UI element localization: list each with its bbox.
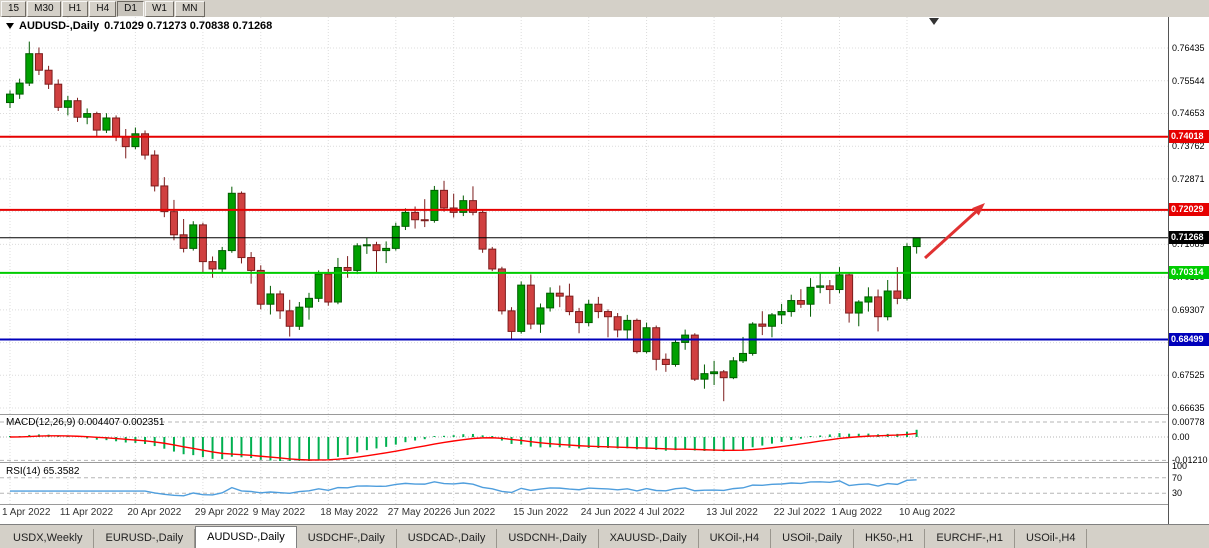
macd-pane-label: MACD(12,26,9) 0.004407 0.002351: [6, 417, 164, 428]
price-axis-label: 0.74653: [1172, 108, 1205, 119]
timeframe-button-d1[interactable]: D1: [117, 0, 144, 17]
symbol-tab-hk50-h1[interactable]: HK50-,H1: [854, 529, 926, 548]
rsi-axis-label: 100: [1172, 461, 1188, 471]
symbol-marker-icon: [6, 23, 14, 29]
macd-indicator-name: MACD(12,26,9): [6, 417, 76, 428]
symbol-tab-ukoil-h4[interactable]: UKOil-,H4: [698, 529, 772, 548]
price-level-tag: 0.68499: [1169, 332, 1209, 346]
timeframe-button-w1[interactable]: W1: [144, 0, 174, 17]
x-axis-label: 10 Aug 2022: [898, 507, 956, 518]
x-axis-label: 4 Jul 2022: [638, 507, 685, 518]
rsi-indicator-name: RSI(14): [6, 466, 41, 477]
x-axis-label: 27 May 2022: [387, 507, 446, 518]
horizontal-level-lines[interactable]: [0, 135, 1168, 341]
rsi-pane-label: RSI(14) 65.3582: [6, 466, 79, 477]
rsi-indicator: [0, 477, 1168, 497]
timeframe-button-h4[interactable]: H4: [89, 0, 117, 17]
rsi-axis-label: 70: [1172, 472, 1183, 483]
symbol-tab-usoil-h4[interactable]: USOil-,H4: [1014, 529, 1088, 548]
x-axis-label: 20 Apr 2022: [127, 507, 182, 518]
chart-canvas[interactable]: AUDUSD-,Daily 0.71029 0.71273 0.70838 0.…: [0, 17, 1168, 524]
price-axis-label: 0.66635: [1172, 403, 1205, 413]
candles: [6, 41, 921, 402]
trend-arrow[interactable]: [923, 203, 985, 260]
price-axis-label: 0.71089: [1172, 239, 1205, 250]
x-axis-label: 13 Jul 2022: [706, 507, 758, 518]
x-axis-label: 22 Jul 2022: [773, 507, 826, 518]
x-axis-label: 18 May 2022: [320, 507, 379, 518]
symbol-tab-usdx-weekly[interactable]: USDX,Weekly: [2, 529, 95, 548]
price-axis-label: 0.75544: [1172, 75, 1205, 86]
price-level-tag: 0.72029: [1169, 202, 1209, 216]
macd-axis-label: 0.00: [1172, 432, 1190, 442]
price-axis-label: 0.72871: [1172, 173, 1205, 184]
symbol-tab-usdchf-daily[interactable]: USDCHF-,Daily: [296, 529, 397, 548]
timeframe-button-m30[interactable]: M30: [27, 0, 61, 17]
chart-symbol-title: AUDUSD-,Daily: [19, 20, 100, 32]
candlestick-chart[interactable]: [0, 17, 1168, 505]
chart-ohlc-values: 0.71029 0.71273 0.70838 0.71268: [104, 20, 273, 32]
rsi-value: 65.3582: [43, 466, 80, 477]
price-axis-label: 0.73762: [1172, 141, 1205, 152]
x-axis-label: 29 Apr 2022: [194, 507, 249, 518]
symbol-tab-eurusd-daily[interactable]: EURUSD-,Daily: [94, 529, 196, 548]
timeframe-button-h1[interactable]: H1: [61, 0, 89, 17]
timeframe-button-15[interactable]: 15: [1, 0, 27, 17]
price-axis-label: 0.69307: [1172, 304, 1205, 315]
symbol-tab-bar: USDX,Weekly EURUSD-,Daily AUDUSD-,Daily USD…: [0, 524, 1209, 548]
symbol-tab-xauusd-daily[interactable]: XAUUSD-,Daily: [598, 529, 699, 548]
symbol-tab-usoil-daily[interactable]: USOil-,Daily: [771, 529, 855, 548]
x-axis-label: 9 May 2022: [252, 507, 306, 518]
macd-axis-label: 0.00778: [1172, 417, 1205, 427]
symbol-tab-eurchf-h1[interactable]: EURCHF-,H1: [925, 529, 1015, 548]
grid: [0, 17, 1168, 505]
macd-axis-label: -0.01210: [1172, 455, 1208, 466]
symbol-tab-audusd-daily[interactable]: AUDUSD-,Daily: [195, 526, 297, 548]
chart-shift-marker-icon: [929, 18, 939, 25]
x-axis-label: 24 Jun 2022: [580, 507, 636, 518]
x-axis-label: 11 Apr 2022: [59, 507, 114, 518]
x-axis-label: 6 Jun 2022: [445, 507, 496, 518]
x-axis-label: 1 Apr 2022: [2, 507, 51, 518]
symbol-tab-usdcnh-daily[interactable]: USDCNH-,Daily: [497, 529, 599, 548]
price-level-tag: 0.70314: [1169, 265, 1209, 279]
price-axis[interactable]: 0.764350.755440.746530.737620.728710.719…: [1168, 17, 1209, 524]
macd-indicator: [0, 421, 1168, 461]
macd-signal-value: 0.002351: [122, 417, 165, 428]
rsi-axis-label: 30: [1172, 488, 1183, 499]
timeframe-toolbar: 15 M30 H1 H4 D1 W1 MN: [0, 0, 1209, 18]
chart-title-row: AUDUSD-,Daily 0.71029 0.71273 0.70838 0.…: [6, 20, 272, 32]
x-axis-label: 1 Aug 2022: [831, 507, 883, 518]
x-axis-label: 15 Jun 2022: [513, 507, 569, 518]
timeframe-button-mn[interactable]: MN: [174, 0, 205, 17]
current-price-tag: 0.71268: [1169, 230, 1209, 244]
price-axis-label: 0.76435: [1172, 43, 1205, 53]
price-axis-label: 0.67525: [1172, 370, 1205, 381]
price-level-tag: 0.74018: [1169, 129, 1209, 143]
macd-main-value: 0.004407: [78, 417, 120, 428]
symbol-tab-usdcad-daily[interactable]: USDCAD-,Daily: [396, 529, 498, 548]
